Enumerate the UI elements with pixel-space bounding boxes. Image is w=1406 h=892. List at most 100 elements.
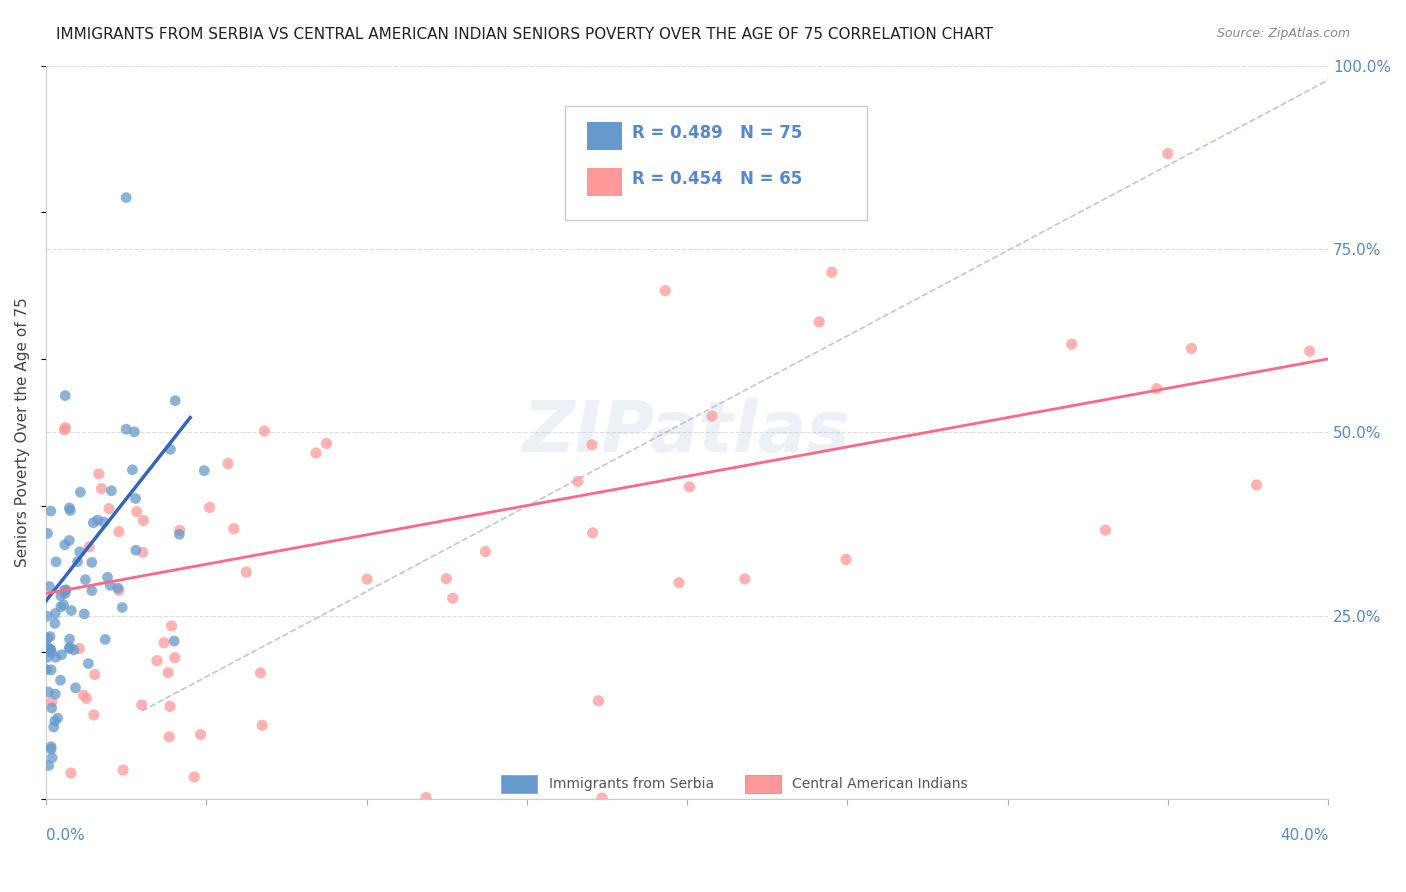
Point <box>59 503 82 517</box>
Point <box>581 438 603 452</box>
Point <box>38 642 60 657</box>
Point <box>53 538 76 552</box>
Point <box>59 766 82 780</box>
Text: Central American Indians: Central American Indians <box>792 777 967 791</box>
Point <box>37 685 59 699</box>
Point <box>38 758 60 772</box>
FancyBboxPatch shape <box>745 774 780 793</box>
Point <box>146 654 169 668</box>
Point <box>567 475 589 489</box>
Point <box>217 457 239 471</box>
Point <box>169 524 191 538</box>
Point <box>37 609 59 624</box>
Point <box>115 422 138 436</box>
Text: Source: ZipAtlas.com: Source: ZipAtlas.com <box>1216 27 1350 40</box>
Point <box>581 525 603 540</box>
Point <box>80 556 103 570</box>
Point <box>39 742 62 756</box>
Point <box>49 599 72 614</box>
Point <box>474 544 496 558</box>
Point <box>115 191 138 205</box>
Point <box>58 632 80 647</box>
Point <box>153 636 176 650</box>
Point <box>80 583 103 598</box>
Point <box>125 505 148 519</box>
Point <box>163 650 186 665</box>
Point <box>132 545 155 559</box>
Point <box>1298 344 1320 359</box>
Point <box>108 583 131 598</box>
Point <box>59 640 82 655</box>
Point <box>66 555 89 569</box>
Point <box>159 699 181 714</box>
Point <box>588 694 610 708</box>
Point <box>41 646 63 660</box>
Point <box>132 514 155 528</box>
Point <box>83 708 105 723</box>
Point <box>73 607 96 621</box>
Point <box>53 583 76 598</box>
FancyBboxPatch shape <box>588 169 621 196</box>
Point <box>591 791 613 805</box>
Point <box>83 667 105 681</box>
Text: ZIPatlas: ZIPatlas <box>523 398 851 467</box>
Point <box>808 315 831 329</box>
Point <box>44 714 66 728</box>
Point <box>111 600 134 615</box>
Point <box>1146 382 1168 396</box>
Point <box>193 464 215 478</box>
Point <box>163 634 186 648</box>
Point <box>157 730 180 744</box>
Text: IMMIGRANTS FROM SERBIA VS CENTRAL AMERICAN INDIAN SENIORS POVERTY OVER THE AGE O: IMMIGRANTS FROM SERBIA VS CENTRAL AMERIC… <box>56 27 993 42</box>
Point <box>44 607 66 621</box>
Point <box>37 632 59 646</box>
Point <box>39 739 62 754</box>
Point <box>198 500 221 515</box>
Point <box>53 586 76 600</box>
Point <box>131 698 153 712</box>
Point <box>75 573 97 587</box>
Point <box>46 711 69 725</box>
Point <box>98 578 121 592</box>
Point <box>160 619 183 633</box>
Point <box>39 504 62 518</box>
Point <box>169 527 191 541</box>
Point <box>837 191 859 205</box>
Point <box>835 552 858 566</box>
Point <box>1157 146 1180 161</box>
Point <box>821 265 844 279</box>
Point <box>159 442 181 457</box>
Point <box>190 727 212 741</box>
Point <box>63 643 86 657</box>
Point <box>75 691 97 706</box>
Point <box>112 763 135 777</box>
Point <box>77 657 100 671</box>
Point <box>41 751 63 765</box>
Y-axis label: Seniors Poverty Over the Age of 75: Seniors Poverty Over the Age of 75 <box>15 297 30 567</box>
Point <box>37 650 59 665</box>
Point <box>315 436 337 450</box>
Point <box>37 526 59 541</box>
Point <box>39 642 62 657</box>
Point <box>58 500 80 515</box>
Point <box>356 572 378 586</box>
Point <box>183 770 205 784</box>
Text: R = 0.454   N = 65: R = 0.454 N = 65 <box>631 170 803 188</box>
Point <box>45 650 67 665</box>
FancyBboxPatch shape <box>588 122 621 150</box>
Point <box>654 284 676 298</box>
Point <box>434 572 457 586</box>
Point <box>44 687 66 701</box>
Point <box>53 421 76 435</box>
Point <box>107 581 129 595</box>
Point <box>82 516 104 530</box>
Point <box>222 522 245 536</box>
Point <box>41 701 63 715</box>
Point <box>53 388 76 402</box>
FancyBboxPatch shape <box>501 774 537 793</box>
Point <box>42 720 65 734</box>
Point <box>45 555 67 569</box>
Point <box>253 424 276 438</box>
Point <box>415 790 437 805</box>
Point <box>58 533 80 548</box>
